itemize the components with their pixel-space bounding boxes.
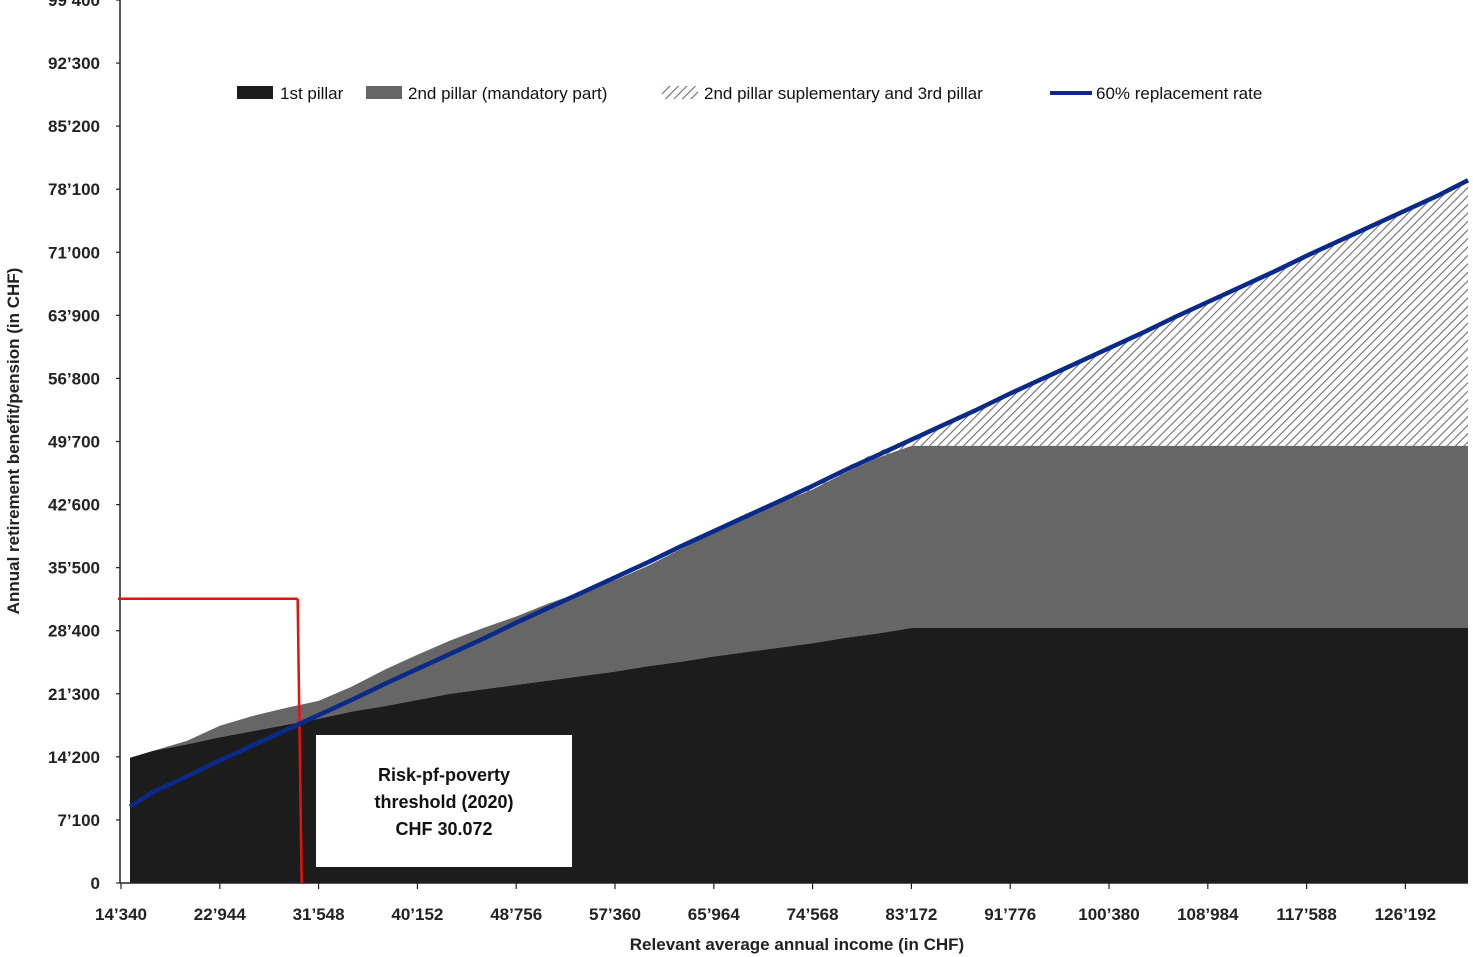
legend-item-supplementary: 2nd pillar suplementary and 3rd pillar: [662, 84, 983, 103]
y-tick-label: 71’000: [48, 243, 100, 262]
legend-item-replacement-rate: 60% replacement rate: [1050, 84, 1262, 103]
line-60-replacement-rate: [128, 178, 1470, 809]
x-tick-label: 91’776: [984, 905, 1036, 924]
x-tick-label: 117’588: [1276, 905, 1337, 924]
legend-swatch-supplementary: [662, 86, 698, 99]
y-axis-title: Annual retirement benefit/pension (in CH…: [4, 268, 23, 615]
y-tick-label: 21’300: [48, 685, 100, 704]
x-tick-label: 74’568: [787, 905, 839, 924]
x-tick-label: 57’360: [589, 905, 641, 924]
area-2nd-pillar-mandatory: [130, 445, 1468, 758]
x-tick-label: 31’548: [293, 905, 345, 924]
legend-label-supplementary: 2nd pillar suplementary and 3rd pillar: [704, 84, 983, 103]
y-tick-label: 7’100: [57, 811, 100, 830]
x-ticks: 14’340 22’944 31’548 40’152 48’756 57’360 65’9…: [95, 883, 1436, 924]
x-tick-label: 40’152: [391, 905, 443, 924]
x-tick-label: 83’172: [885, 905, 937, 924]
legend-label-1st-pillar: 1st pillar: [280, 84, 344, 103]
y-tick-label: 28’400: [48, 622, 100, 641]
annotation-line-3: CHF 30.072: [395, 819, 492, 839]
y-tick-label: 78’100: [48, 180, 100, 199]
x-tick-label: 126’192: [1375, 905, 1436, 924]
legend-label-2nd-pillar-mandatory: 2nd pillar (mandatory part): [408, 84, 607, 103]
legend: 1st pillar 2nd pillar (mandatory part) 2…: [237, 84, 1262, 103]
x-tick-label: 22’944: [194, 905, 247, 924]
y-tick-label: 35’500: [48, 559, 100, 578]
annotation-box: [316, 735, 572, 867]
annotation-line-1: Risk-pf-poverty: [378, 765, 510, 785]
x-tick-label: 108’984: [1177, 905, 1239, 924]
y-tick-label: 63’900: [48, 306, 100, 325]
x-tick-label: 14’340: [95, 905, 147, 924]
x-axis-title: Relevant average annual income (in CHF): [630, 935, 964, 954]
y-tick-label: 49’700: [48, 433, 100, 452]
poverty-threshold: [118, 597, 303, 884]
legend-label-replacement-rate: 60% replacement rate: [1096, 84, 1262, 103]
threshold-vertical-line: [296, 598, 303, 884]
y-tick-label: 56’800: [48, 369, 100, 388]
y-tick-label: 99’400: [48, 0, 100, 10]
x-tick-label: 48’756: [490, 905, 542, 924]
y-tick-label: 42’600: [48, 496, 100, 515]
y-tick-label: 0: [91, 874, 100, 893]
x-tick-label: 65’964: [688, 905, 741, 924]
legend-swatch-2nd-pillar-mandatory: [366, 86, 402, 99]
threshold-annotation: Risk-pf-poverty threshold (2020) CHF 30.…: [316, 735, 572, 867]
x-tick-label: 100’380: [1078, 905, 1139, 924]
legend-item-2nd-pillar-mandatory: 2nd pillar (mandatory part): [366, 84, 607, 103]
line-layer: [128, 178, 1470, 809]
y-tick-label: 92’300: [48, 54, 100, 73]
y-tick-label: 14’200: [48, 748, 100, 767]
legend-swatch-1st-pillar: [237, 86, 273, 99]
y-tick-label: 85’200: [48, 117, 100, 136]
legend-item-1st-pillar: 1st pillar: [237, 84, 344, 103]
annotation-line-2: threshold (2020): [374, 792, 513, 812]
y-ticks: 0 7’100 14’200 21’300 28’400 35’500 42’600 49’7…: [48, 0, 120, 893]
